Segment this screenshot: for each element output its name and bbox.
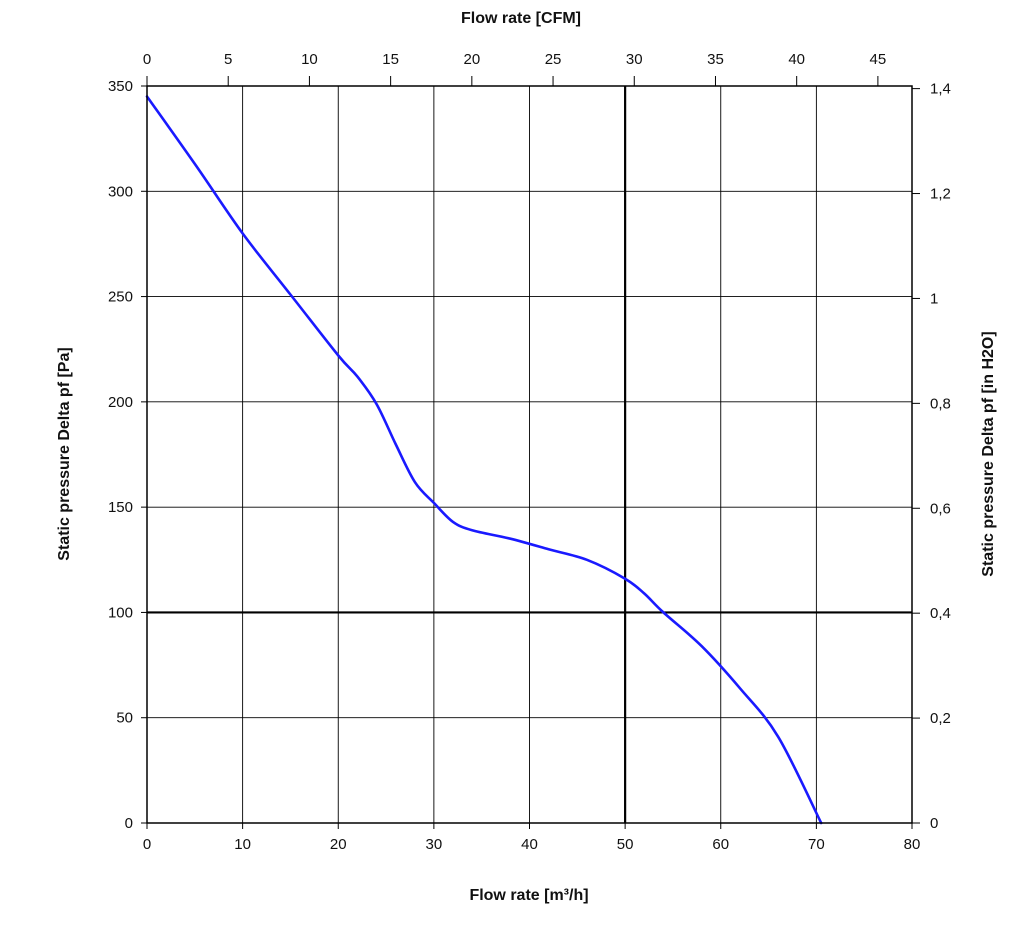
y-tick-label: 150 xyxy=(108,499,133,516)
y-right-axis-title: Static pressure Delta pf [in H2O] xyxy=(980,331,997,576)
x-tick-label: 0 xyxy=(143,836,151,853)
y-right-tick-label: 0,4 xyxy=(930,605,951,622)
x-tick-label: 40 xyxy=(521,836,538,853)
y-tick-label: 250 xyxy=(108,289,133,306)
x-top-axis-title: Flow rate [CFM] xyxy=(461,10,581,27)
x-top-tick-label: 40 xyxy=(788,51,805,68)
y-right-tick-label: 0,8 xyxy=(930,395,951,412)
y-tick-label: 100 xyxy=(108,604,133,621)
x-tick-label: 20 xyxy=(330,836,347,853)
series-layer xyxy=(145,95,823,825)
x-top-tick-label: 45 xyxy=(870,51,887,68)
series-line-pressure-curve xyxy=(145,95,823,825)
x-tick-label: 30 xyxy=(426,836,443,853)
x-tick-label: 70 xyxy=(808,836,825,853)
left-axis: 0 50 100 150 200 250 300 350 xyxy=(108,78,147,832)
y-tick-label: 300 xyxy=(108,183,133,200)
x-tick-label: 50 xyxy=(617,836,634,853)
x-tick-label: 80 xyxy=(904,836,921,853)
y-tick-label: 50 xyxy=(116,710,133,727)
right-axis: 0 0,2 0,4 0,6 0,8 1 1,2 1,4 xyxy=(912,81,951,832)
bottom-axis: 0 10 20 30 40 50 60 70 80 xyxy=(143,823,921,853)
x-top-tick-label: 25 xyxy=(545,51,562,68)
x-top-tick-label: 15 xyxy=(382,51,399,68)
x-top-tick-label: 20 xyxy=(463,51,480,68)
y-tick-label: 350 xyxy=(108,78,133,95)
top-axis: 0 5 10 15 20 25 30 35 40 45 xyxy=(143,51,886,86)
y-right-tick-label: 1,2 xyxy=(930,186,951,203)
x-tick-label: 60 xyxy=(712,836,729,853)
y-right-tick-label: 0,2 xyxy=(930,710,951,727)
y-right-tick-label: 0,6 xyxy=(930,500,951,517)
x-top-tick-label: 35 xyxy=(707,51,724,68)
y-tick-label: 0 xyxy=(125,815,133,832)
x-axis-title: Flow rate [m³/h] xyxy=(469,887,588,904)
x-tick-label: 10 xyxy=(234,836,251,853)
grid-lines xyxy=(147,86,912,823)
y-right-tick-label: 0 xyxy=(930,815,938,832)
y-right-tick-label: 1 xyxy=(930,290,938,307)
y-tick-label: 200 xyxy=(108,394,133,411)
x-top-tick-label: 5 xyxy=(224,51,232,68)
x-top-tick-label: 30 xyxy=(626,51,643,68)
y-axis-title: Static pressure Delta pf [Pa] xyxy=(56,347,73,560)
y-right-tick-label: 1,4 xyxy=(930,81,951,98)
x-top-tick-label: 10 xyxy=(301,51,318,68)
x-top-tick-label: 0 xyxy=(143,51,151,68)
